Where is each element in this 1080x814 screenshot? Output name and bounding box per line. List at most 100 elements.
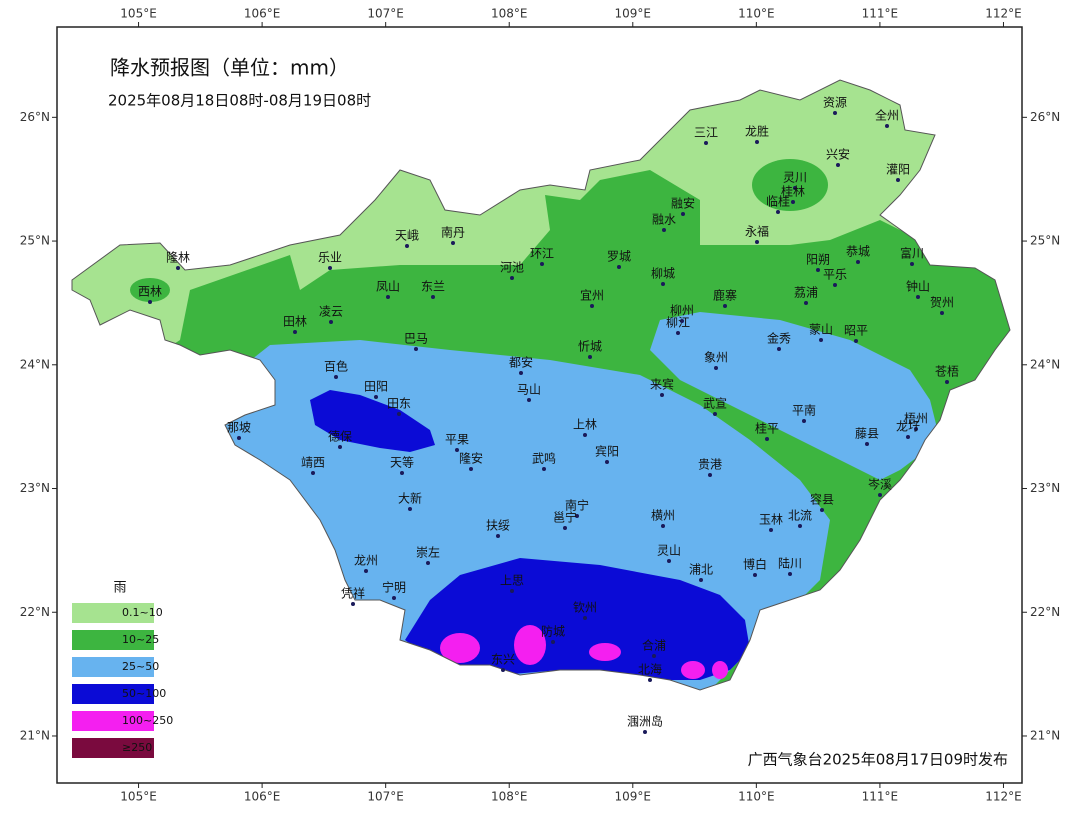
city-dot xyxy=(916,295,920,299)
lon-label: 108°E xyxy=(491,7,528,21)
lon-label: 112°E xyxy=(985,7,1022,21)
lon-label: 110°E xyxy=(738,7,775,21)
city-label: 来宾 xyxy=(650,377,674,392)
lon-label: 105°E xyxy=(120,790,157,804)
lat-label: 23°N xyxy=(1030,481,1060,495)
city-label: 忻城 xyxy=(578,340,602,354)
city-label: 武宣 xyxy=(703,396,727,411)
city-label: 田林 xyxy=(283,315,307,329)
map-title: 降水预报图（单位：mm） xyxy=(110,56,349,80)
city-dot xyxy=(328,266,332,270)
city-dot xyxy=(704,141,708,145)
city-label: 上思 xyxy=(500,574,524,588)
city-dot xyxy=(699,578,703,582)
city-dot xyxy=(540,262,544,266)
city-dot xyxy=(798,524,802,528)
city-label: 东兴 xyxy=(491,653,515,667)
city-label: 灵川 xyxy=(783,171,807,185)
city-dot xyxy=(836,163,840,167)
city-label: 大新 xyxy=(398,491,422,506)
city-label: 恭城 xyxy=(846,245,870,259)
city-dot xyxy=(605,460,609,464)
city-dot xyxy=(451,241,455,245)
area-dark-blue xyxy=(405,558,750,680)
city-label: 岑溪 xyxy=(868,478,892,492)
city-label: 荔浦 xyxy=(794,286,818,300)
lon-label: 111°E xyxy=(862,790,899,804)
city-dot xyxy=(793,186,797,190)
city-label: 桂林 xyxy=(781,184,805,199)
legend-title: 雨 xyxy=(113,581,126,596)
city-dot xyxy=(583,433,587,437)
city-dot xyxy=(776,210,780,214)
city-label: 灵山 xyxy=(657,544,681,558)
lat-label: 22°N xyxy=(1030,605,1060,619)
city-label: 融安 xyxy=(671,196,695,211)
city-label: 钦州 xyxy=(573,601,597,615)
city-dot xyxy=(765,437,769,441)
city-dot xyxy=(176,266,180,270)
city-label: 资源 xyxy=(823,96,847,110)
city-label: 宜州 xyxy=(580,288,604,303)
area-magenta xyxy=(589,643,621,661)
city-label: 龙州 xyxy=(354,554,378,568)
city-dot xyxy=(501,668,505,672)
city-label: 涠洲岛 xyxy=(627,714,663,729)
city-dot xyxy=(334,375,338,379)
city-label: 河池 xyxy=(500,261,524,275)
city-dot xyxy=(455,448,459,452)
city-dot xyxy=(643,730,647,734)
city-dot xyxy=(469,467,473,471)
city-dot xyxy=(910,262,914,266)
lat-label: 26°N xyxy=(20,110,50,124)
lon-label: 108°E xyxy=(491,790,528,804)
city-dot xyxy=(865,442,869,446)
city-label: 武鸣 xyxy=(532,451,556,466)
city-label: 田东 xyxy=(387,397,411,411)
city-dot xyxy=(661,282,665,286)
city-dot xyxy=(652,654,656,658)
city-dot xyxy=(351,602,355,606)
city-label: 隆安 xyxy=(459,451,483,466)
city-label: 都安 xyxy=(509,355,533,370)
city-dot xyxy=(496,534,500,538)
city-dot xyxy=(854,339,858,343)
city-dot xyxy=(723,304,727,308)
city-label: 乐业 xyxy=(318,251,342,265)
city-label: 马山 xyxy=(517,383,541,397)
city-label: 金秀 xyxy=(767,331,791,346)
city-label: 龙圩 xyxy=(896,420,920,434)
city-dot xyxy=(431,295,435,299)
city-dot xyxy=(945,380,949,384)
city-dot xyxy=(906,435,910,439)
city-dot xyxy=(648,678,652,682)
city-dot xyxy=(708,473,712,477)
city-dot xyxy=(940,311,944,315)
city-dot xyxy=(856,260,860,264)
city-dot xyxy=(833,111,837,115)
city-label: 平南 xyxy=(792,403,816,418)
legend-swatch xyxy=(72,657,154,677)
lat-label: 21°N xyxy=(20,728,50,742)
city-dot xyxy=(681,212,685,216)
city-dot xyxy=(714,366,718,370)
legend-swatch xyxy=(72,603,154,623)
city-label: 蒙山 xyxy=(809,323,833,337)
lon-label: 109°E xyxy=(615,7,652,21)
city-label: 藤县 xyxy=(855,427,879,441)
city-dot xyxy=(588,355,592,359)
city-label: 平果 xyxy=(445,433,469,447)
lat-label: 23°N xyxy=(20,481,50,495)
city-dot xyxy=(885,124,889,128)
city-dot xyxy=(777,347,781,351)
city-label: 德保 xyxy=(328,429,352,444)
city-dot xyxy=(713,412,717,416)
lat-label: 24°N xyxy=(1030,357,1060,371)
city-label: 柳江 xyxy=(666,316,690,330)
city-dot xyxy=(676,331,680,335)
city-dot xyxy=(590,304,594,308)
city-label: 鹿寨 xyxy=(713,288,737,303)
city-dot xyxy=(563,526,567,530)
city-label: 玉林 xyxy=(759,513,783,527)
